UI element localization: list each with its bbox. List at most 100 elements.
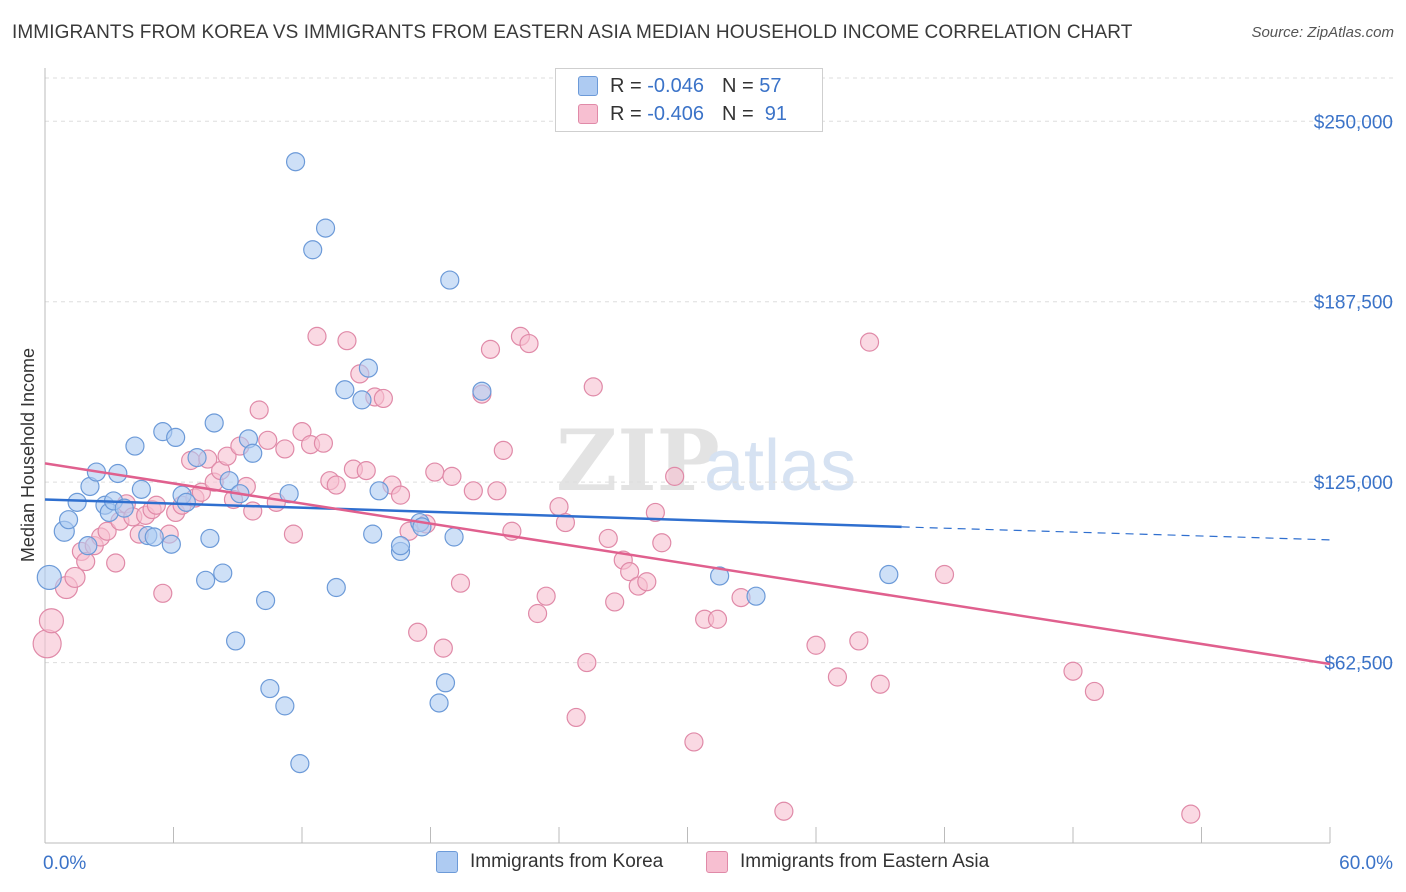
eastern-asia-point — [620, 562, 640, 582]
korea-point — [369, 481, 389, 501]
eastern-asia-point — [519, 333, 539, 354]
korea-point — [303, 240, 323, 260]
eastern-asia-point — [313, 433, 334, 453]
eastern-asia-point — [217, 446, 237, 466]
korea-point — [144, 527, 164, 547]
stats-legend-row-korea: R = -0.046 N = 57 — [578, 73, 781, 99]
eastern-asia-point — [32, 629, 62, 659]
korea-point — [36, 564, 62, 591]
eastern-asia-point — [555, 512, 576, 533]
eastern-asia-point — [64, 566, 86, 589]
korea-point — [67, 492, 87, 512]
eastern-asia-point — [774, 801, 794, 821]
legend-item-eastern-asia[interactable]: Immigrants from Eastern Asia — [706, 851, 989, 873]
eastern-asia-point — [707, 609, 728, 629]
legend-item-korea[interactable]: Immigrants from Korea — [436, 851, 663, 873]
korea-point — [161, 534, 181, 554]
eastern-asia-point — [493, 440, 513, 460]
chart-title: IMMIGRANTS FROM KOREA VS IMMIGRANTS FROM… — [12, 22, 1133, 43]
korea-point — [390, 536, 411, 556]
eastern-asia-point — [849, 631, 869, 651]
source-label: Source: ZipAtlas.com — [1251, 24, 1394, 41]
korea-point — [125, 436, 145, 456]
stats-legend: R = -0.046 N = 57 R = -0.406 N = 91 — [555, 68, 823, 132]
eastern-asia-point — [249, 400, 269, 420]
eastern-asia-point — [106, 553, 126, 573]
eastern-asia-point — [153, 583, 173, 603]
n-label: N = — [721, 74, 754, 97]
korea-point — [746, 586, 766, 606]
korea-point — [131, 479, 151, 499]
axes — [44, 68, 1331, 844]
r-label: R = — [610, 102, 642, 125]
watermark-zip: ZIP — [556, 411, 720, 510]
r-value: -0.406 — [647, 102, 704, 125]
r-value: -0.046 — [647, 74, 704, 97]
korea-point — [226, 631, 246, 651]
x-tick-label: 60.0% — [1339, 853, 1393, 874]
korea-point — [315, 218, 336, 238]
korea-point — [290, 754, 310, 774]
eastern-asia-trend-line — [44, 462, 1331, 666]
eastern-asia-point — [76, 551, 96, 572]
korea-point — [335, 380, 355, 400]
korea-point — [114, 498, 134, 518]
korea-point — [176, 492, 196, 512]
eastern-asia-point — [283, 524, 304, 544]
y-tick-label: $187,500 — [1314, 293, 1393, 314]
r-label: R = — [610, 74, 642, 97]
watermark: ZIP atlas — [556, 411, 856, 510]
eastern-asia-point — [146, 495, 166, 515]
korea-point — [78, 536, 98, 556]
korea-trend-line — [44, 498, 902, 529]
n-value: 57 — [759, 74, 782, 97]
korea-point — [285, 152, 306, 172]
eastern-asia-point — [583, 377, 603, 397]
korea-point — [435, 673, 456, 693]
korea-point — [200, 528, 220, 549]
eastern-asia-point — [605, 592, 625, 612]
eastern-asia-point — [390, 485, 411, 505]
eastern-asia-point — [527, 603, 548, 624]
eastern-asia-point — [1181, 804, 1201, 824]
eastern-asia-points — [32, 326, 1201, 824]
eastern-asia-point — [38, 608, 65, 634]
y-axis-label: Median Household Income — [18, 348, 38, 562]
eastern-asia-swatch — [578, 104, 598, 124]
korea-point — [260, 678, 280, 699]
eastern-asia-point — [598, 528, 618, 549]
eastern-asia-point — [577, 652, 597, 673]
eastern-asia-point — [433, 638, 453, 658]
n-value: 91 — [764, 102, 788, 125]
n-label: N = — [721, 102, 754, 125]
korea-point — [879, 564, 899, 585]
eastern-asia-point — [373, 388, 393, 409]
eastern-asia-point — [307, 326, 327, 346]
y-tick-labels: $62,500 $125,000 $187,500 $250,000 — [1314, 112, 1393, 674]
korea-legend-swatch — [436, 851, 458, 873]
korea-point — [472, 381, 492, 401]
korea-point — [444, 527, 464, 547]
korea-point — [196, 570, 216, 590]
eastern-asia-point — [356, 461, 376, 481]
korea-trend-extension — [901, 526, 1331, 541]
eastern-asia-point — [97, 521, 117, 541]
eastern-asia-point — [859, 332, 880, 352]
eastern-asia-point — [442, 466, 462, 486]
eastern-asia-point — [487, 481, 507, 501]
eastern-asia-point — [326, 475, 346, 495]
eastern-asia-point — [645, 502, 665, 523]
korea-point — [710, 566, 730, 586]
eastern-asia-point — [450, 573, 471, 593]
eastern-asia-point — [806, 635, 826, 655]
korea-point — [255, 590, 276, 611]
x-tick-labels: 0.0% 60.0% — [43, 853, 1393, 874]
korea-point — [352, 390, 372, 410]
eastern-asia-point — [425, 462, 445, 482]
eastern-asia-point — [275, 439, 295, 459]
korea-point — [166, 427, 186, 448]
eastern-asia-point — [652, 533, 672, 553]
korea-point — [219, 471, 239, 491]
eastern-asia-point — [665, 466, 685, 486]
